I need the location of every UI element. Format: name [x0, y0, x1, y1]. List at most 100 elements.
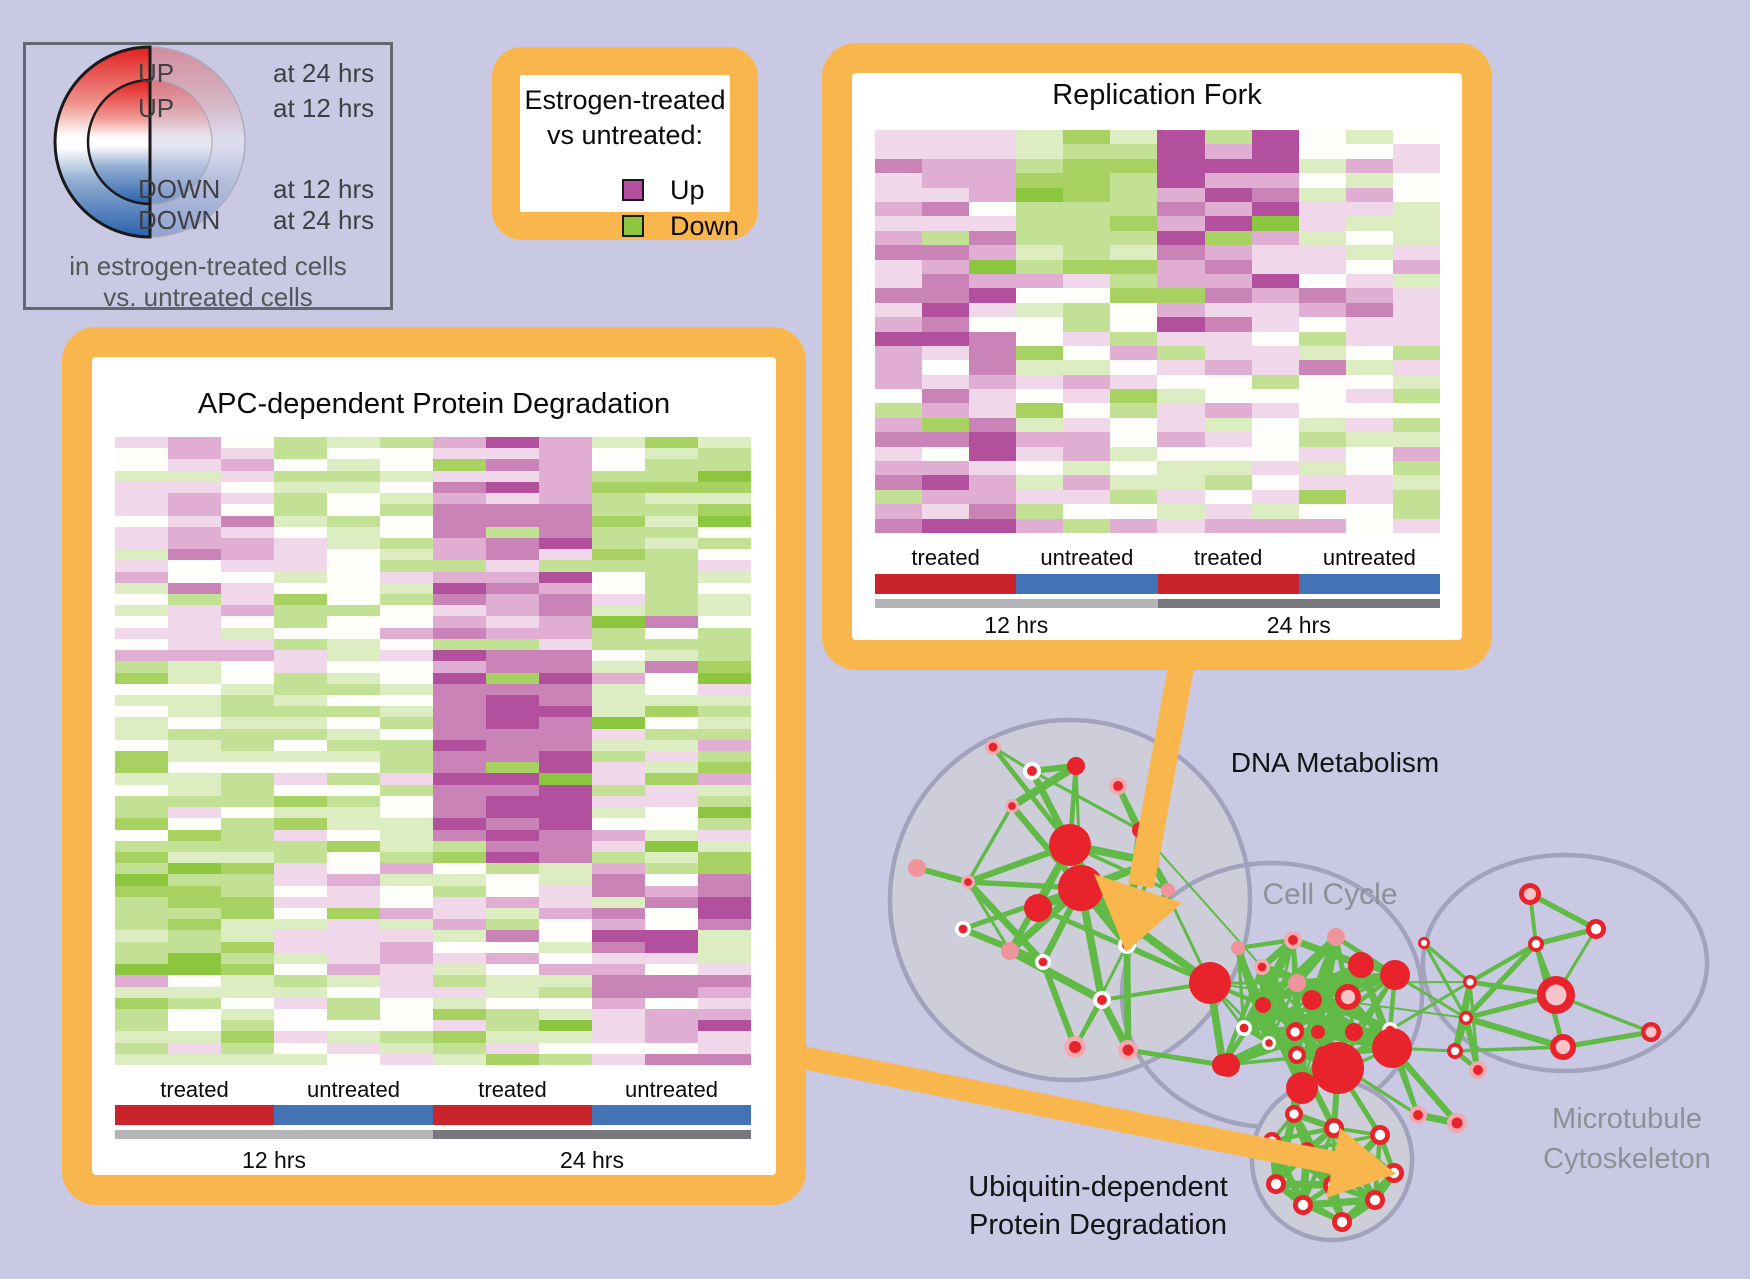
arrow-apc-to-ubiquitin-shaft — [797, 1045, 1343, 1176]
heatmap-cell — [1392, 489, 1440, 505]
heatmap-cell — [592, 504, 645, 516]
heatmap-cell — [327, 616, 380, 628]
heatmap-cell — [1392, 144, 1440, 159]
heatmap-cell — [592, 616, 645, 628]
heatmap-cell — [1204, 504, 1252, 519]
gene-node-core — [1328, 1122, 1340, 1134]
heatmap-cell — [168, 728, 221, 740]
heatmap-cell — [433, 739, 486, 751]
heatmap-cell — [875, 273, 923, 289]
heatmap-cell — [115, 694, 168, 707]
heatmap-cell — [380, 706, 433, 718]
heatmap-cell — [1016, 360, 1064, 375]
heatmap-cell — [1251, 374, 1299, 390]
heatmap-cell — [486, 952, 539, 965]
heatmap-cell — [1345, 489, 1393, 505]
heatmap-cell — [380, 874, 433, 886]
heatmap-cell — [1016, 489, 1064, 505]
heatmap-cell — [115, 908, 168, 920]
heatmap-cell — [645, 908, 698, 920]
heatmap-cell — [327, 952, 380, 965]
heatmap-cell — [1016, 374, 1064, 390]
heatmap-cell — [221, 1020, 274, 1032]
heatmap-cell — [1392, 201, 1440, 217]
heatmap-cell — [168, 650, 221, 662]
heatmap-cell — [327, 526, 380, 538]
treated-bar — [875, 574, 1017, 594]
heatmap-cell — [1204, 245, 1252, 260]
caption-line-2: vs. untreated cells — [103, 282, 313, 312]
heatmap-cell — [922, 432, 970, 447]
heatmap-cell — [969, 144, 1017, 159]
heatmap-cell — [1063, 345, 1111, 361]
heatmap-cell — [1251, 389, 1299, 404]
rf-heatmap-grid — [875, 130, 1440, 533]
heatmap-cell — [380, 1053, 433, 1065]
heatmap-cell — [592, 896, 645, 908]
heatmap-cell — [221, 1008, 274, 1021]
heatmap-cell — [115, 672, 168, 684]
heatmap-cell — [1345, 201, 1393, 217]
heatmap-cell — [645, 773, 698, 785]
heatmap-cell — [486, 672, 539, 684]
heatmap-cell — [875, 432, 923, 447]
heatmap-cell — [1251, 345, 1299, 361]
timepoint-bar-12hrs — [115, 1130, 433, 1139]
heatmap-cell — [433, 840, 486, 852]
heatmap-cell — [115, 829, 168, 841]
heatmap-cell — [221, 728, 274, 740]
heatmap-cell — [969, 158, 1017, 174]
heatmap-cell — [433, 975, 486, 987]
heatmap-cell — [922, 144, 970, 159]
heatmap-cell — [274, 571, 327, 583]
apc-panel-title: APC-dependent Protein Degradation — [197, 388, 671, 420]
heatmap-cell — [221, 975, 274, 987]
heatmap-cell — [221, 515, 274, 527]
heatmap-cell — [969, 288, 1017, 303]
heatmap-cell — [221, 997, 274, 1009]
heatmap-cell — [1110, 389, 1158, 404]
heatmap-cell — [969, 187, 1017, 202]
heatmap-cell — [645, 986, 698, 998]
heatmap-cell — [274, 706, 327, 718]
gene-node-pink — [1231, 941, 1245, 955]
heatmap-cell — [221, 930, 274, 942]
heatmap-cell — [433, 560, 486, 572]
heatmap-cell — [115, 1042, 168, 1054]
heatmap-cell — [922, 230, 970, 246]
heatmap-cell — [168, 571, 221, 583]
heatmap-cell — [592, 481, 645, 494]
heatmap-cell — [1392, 417, 1440, 433]
gene-node-core — [964, 878, 972, 886]
heatmap-cell — [168, 638, 221, 651]
heatmap-cell — [645, 896, 698, 908]
heatmap-cell — [327, 638, 380, 651]
heatmap-cell — [221, 594, 274, 606]
heatmap-cell — [592, 1020, 645, 1032]
heatmap-cell — [592, 448, 645, 460]
heatmap-cell — [969, 331, 1017, 346]
heatmap-cell — [1251, 144, 1299, 159]
heatmap-cell — [274, 1008, 327, 1021]
heatmap-cell — [115, 661, 168, 673]
heatmap-cell — [327, 1008, 380, 1021]
heatmap-cell — [221, 481, 274, 494]
connector-arrows — [797, 637, 1396, 1198]
heatmap-cell — [380, 840, 433, 852]
gene-node-core — [1239, 1023, 1249, 1033]
heatmap-cell — [1345, 130, 1393, 145]
heatmap-cell — [922, 130, 970, 145]
heatmap-cell — [274, 650, 327, 662]
heatmap-cell — [698, 807, 751, 819]
heatmap-cell — [327, 448, 380, 460]
heatmap-cell — [433, 997, 486, 1009]
heatmap-cell — [221, 773, 274, 785]
column-group-label-treated-0: treated — [911, 545, 980, 570]
heatmap-cell — [922, 158, 970, 174]
heatmap-cell — [698, 784, 751, 796]
heatmap-cell — [221, 605, 274, 617]
heatmap-cell — [969, 446, 1017, 462]
heatmap-cell — [1298, 130, 1346, 145]
heatmap-cell — [433, 952, 486, 965]
heatmap-cell — [1063, 374, 1111, 390]
